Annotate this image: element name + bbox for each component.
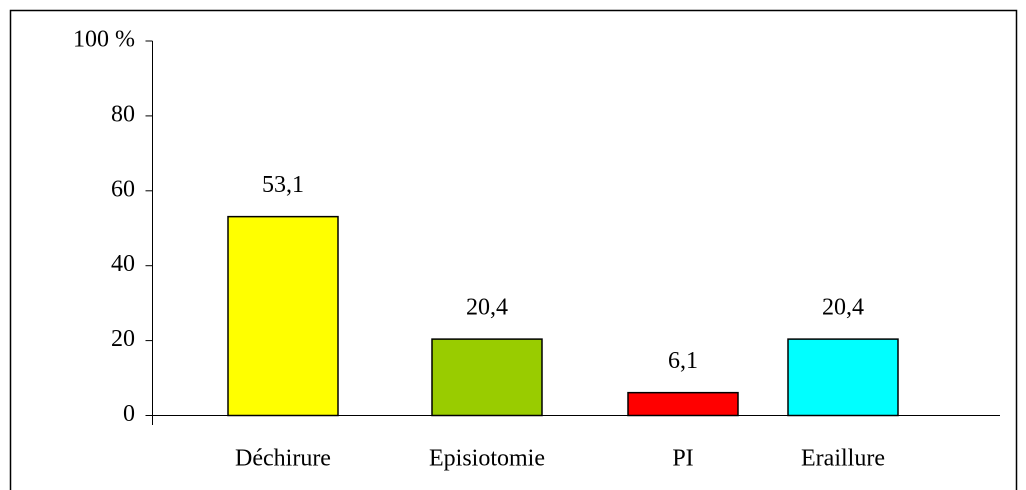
y-tick-label: 40 [111, 251, 135, 277]
y-tick-label: 80 [111, 101, 135, 127]
y-tick-label: 60 [111, 176, 135, 202]
data-label: 6,1 [668, 348, 698, 374]
x-tick-label: Déchirure [235, 446, 331, 472]
y-tick-label: 100 % [73, 27, 135, 53]
bar [431, 338, 543, 417]
y-tick-label: 0 [123, 401, 135, 427]
bar [627, 391, 739, 417]
bar [787, 338, 899, 417]
frame [9, 9, 1018, 490]
data-label: 20,4 [822, 295, 864, 321]
y-tick-label: 20 [111, 326, 135, 352]
x-tick-label: Eraillure [801, 446, 885, 472]
bar [227, 215, 339, 417]
x-tick-label: PI [672, 446, 693, 472]
data-label: 20,4 [466, 295, 508, 321]
x-tick-label: Episiotomie [429, 446, 545, 472]
data-label: 53,1 [262, 172, 304, 198]
